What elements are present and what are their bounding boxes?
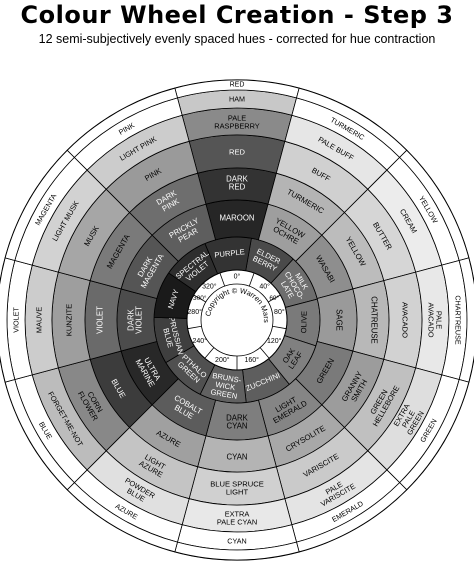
segment-label-line: MAROON xyxy=(219,214,254,223)
segment-label-line: PALE xyxy=(228,114,246,123)
segment-label-line: SAGE xyxy=(335,309,344,331)
segment-label-line: PALE xyxy=(434,311,443,329)
segment-label-line: OLIVE xyxy=(299,311,309,334)
segment-label: CYAN xyxy=(227,537,246,546)
segment-label-line: AVACADO xyxy=(427,302,436,337)
segment-label-line: RASPBERRY xyxy=(214,121,260,130)
degree-divider xyxy=(204,347,215,359)
segment-label: AVACADO xyxy=(401,302,410,338)
degree-label: 0° xyxy=(234,273,241,281)
segment-label-line: WICK xyxy=(215,380,236,392)
segment-label-line: VIOLET xyxy=(135,306,144,334)
degree-divider xyxy=(267,294,281,303)
segment-label-line: HAM xyxy=(229,95,245,104)
segment-label-line: CHARTREUSE xyxy=(454,295,463,345)
segment-label-line: DARK xyxy=(126,308,135,330)
degree-divider xyxy=(187,325,202,330)
segment-label-line: LIGHT xyxy=(226,488,249,497)
segment-label: MAROON xyxy=(219,214,254,223)
segment-label-line: BLUE SPRUCE xyxy=(210,479,264,488)
degree-divider xyxy=(193,294,207,303)
degree-label-extra: 300° xyxy=(193,294,207,302)
segment-label: RED xyxy=(230,82,245,89)
segment-label-line: CYAN xyxy=(226,422,247,431)
segment-label-line: AVACADO xyxy=(401,302,410,338)
segment-label-line: DARK xyxy=(226,413,248,422)
segment-label-line: CYAN xyxy=(226,453,247,462)
segment-label-line: EXTRA xyxy=(225,510,250,519)
degree-label: 200° xyxy=(215,356,230,364)
segment-label: CHARTREUSE xyxy=(454,295,463,345)
segment-label: PURPLE xyxy=(214,247,245,259)
degree-divider xyxy=(272,325,287,330)
segment-label: RED xyxy=(229,148,246,157)
segment-label: VIOLET xyxy=(96,306,105,334)
degree-divider xyxy=(248,272,255,287)
segment-label-line: VIOLET xyxy=(12,307,21,333)
wheel-segment xyxy=(66,87,178,158)
segment-label-line: CHATREUSE xyxy=(370,296,379,344)
segment-label-line: CYAN xyxy=(227,537,246,546)
segment-label: CHATREUSE xyxy=(370,296,379,344)
segment-label: VIOLET xyxy=(12,307,21,333)
segment-label: KUNZITE xyxy=(65,304,74,337)
segment-label: DARK VIOLET xyxy=(126,306,143,334)
segment-label: HAM xyxy=(229,95,245,104)
segment-label-line: DARK xyxy=(226,174,248,183)
degree-label: 160° xyxy=(244,356,259,364)
segment-label-line: PURPLE xyxy=(214,247,245,259)
degree-label: 280° xyxy=(187,308,202,316)
segment-label-line: KUNZITE xyxy=(65,304,74,337)
degree-divider xyxy=(259,347,270,359)
segment-label: OLIVE xyxy=(299,311,309,334)
degree-label: 320° xyxy=(202,283,217,291)
segment-label: MAUVE xyxy=(35,307,44,333)
degree-label: 40° xyxy=(259,283,270,291)
segment-label: CYAN xyxy=(226,453,247,462)
segment-label-line: RED xyxy=(229,148,246,157)
segment-label-line: MAUVE xyxy=(35,307,44,333)
segment-label-line: VIOLET xyxy=(96,306,105,334)
degree-label: 240° xyxy=(193,337,208,345)
degree-divider xyxy=(219,272,226,287)
segment-label-line: PALE CYAN xyxy=(217,517,257,526)
degree-label-extra: 60° xyxy=(269,294,279,302)
page-subtitle: 12 semi-subjectively evenly spaced hues … xyxy=(38,32,436,46)
segment-label-line: RED xyxy=(230,82,245,89)
segment-label: SAGE xyxy=(335,309,344,331)
degree-label: 80° xyxy=(274,308,285,316)
degree-label: 120° xyxy=(267,337,282,345)
segment-label-line: RED xyxy=(229,183,246,192)
page-title: Colour Wheel Creation - Step 3 xyxy=(20,1,454,29)
